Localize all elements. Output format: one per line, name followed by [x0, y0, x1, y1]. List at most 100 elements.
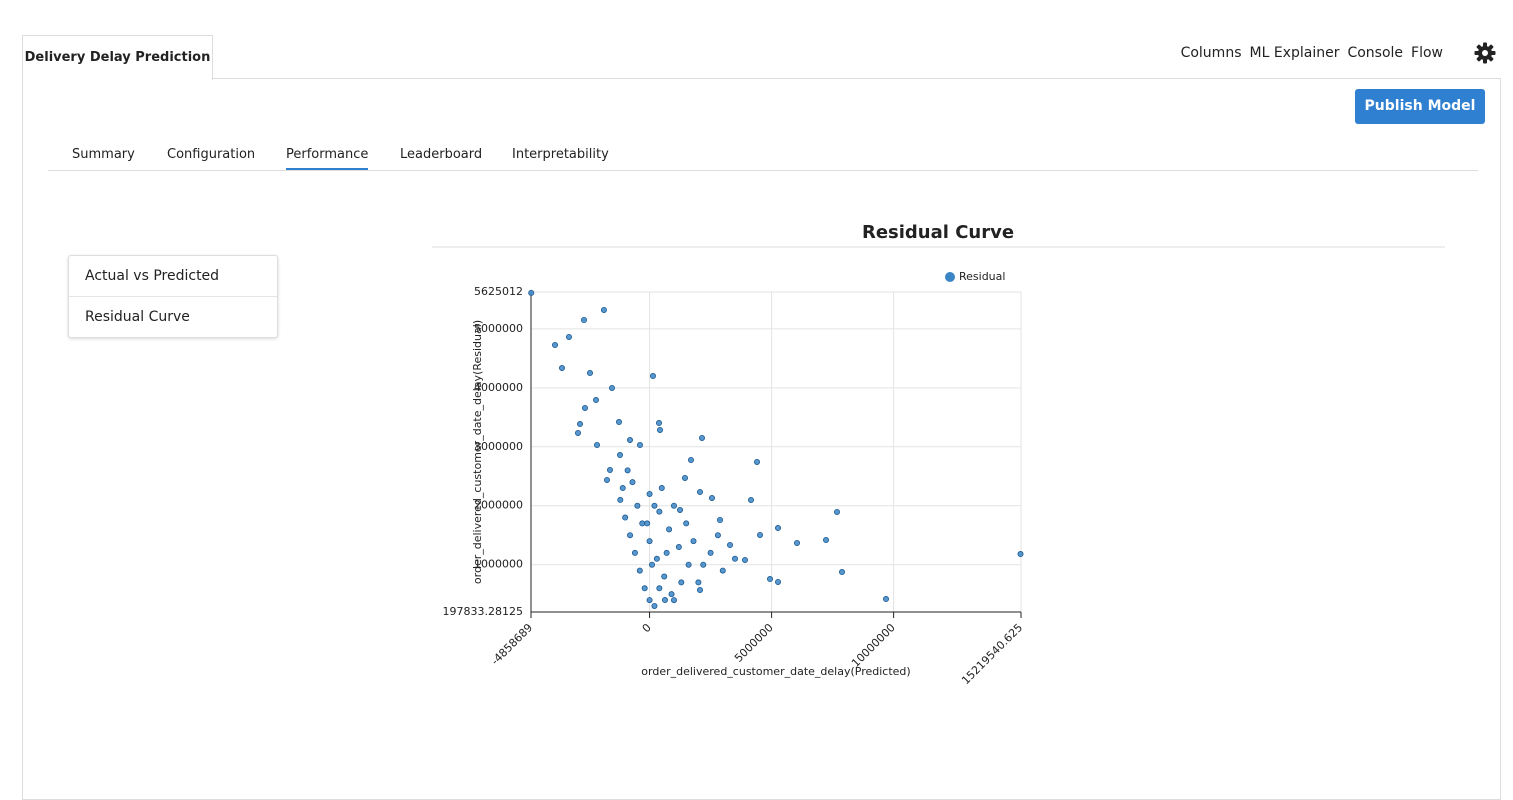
- point: [666, 526, 673, 533]
- menu-item[interactable]: Residual Curve: [69, 296, 277, 337]
- point: [668, 591, 675, 598]
- x-axis-label: order_delivered_customer_date_delay(Pred…: [641, 665, 910, 678]
- point: [683, 520, 690, 527]
- tab[interactable]: Leaderboard: [400, 147, 483, 162]
- tab[interactable]: Configuration: [167, 147, 256, 162]
- point: [708, 494, 715, 501]
- point: [651, 602, 658, 609]
- point: [634, 502, 641, 509]
- point: [627, 532, 634, 539]
- point: [576, 421, 583, 428]
- point: [834, 508, 841, 515]
- point: [700, 561, 707, 568]
- point: [695, 579, 702, 586]
- point: [639, 520, 646, 527]
- point: [608, 384, 615, 391]
- point: [636, 442, 643, 449]
- point: [707, 549, 714, 556]
- point: [714, 532, 721, 539]
- point: [629, 479, 636, 486]
- point: [606, 467, 613, 474]
- point: [616, 452, 623, 459]
- point: [528, 289, 535, 296]
- point: [565, 333, 572, 340]
- point: [696, 586, 703, 593]
- point: [552, 342, 559, 349]
- nav-link[interactable]: Console: [1347, 45, 1404, 61]
- nav-link[interactable]: Columns: [1180, 45, 1242, 61]
- point: [767, 576, 774, 583]
- y-tick-label: 5625012: [474, 285, 523, 298]
- point: [1017, 551, 1024, 558]
- point: [698, 434, 705, 441]
- nav-link[interactable]: Flow: [1411, 45, 1443, 61]
- point: [644, 520, 651, 527]
- chart: Residual Curve 197833.28125 1000000 200000…: [432, 222, 1445, 687]
- settings-icon[interactable]: [1474, 42, 1496, 64]
- point: [653, 555, 660, 562]
- point: [603, 476, 610, 483]
- point: [775, 578, 782, 585]
- nav-link[interactable]: ML Explainer: [1249, 45, 1340, 61]
- point: [649, 561, 656, 568]
- point: [646, 490, 653, 497]
- x-tick-label: 10000000: [849, 621, 898, 670]
- point: [661, 573, 668, 580]
- point: [794, 540, 801, 547]
- point: [696, 489, 703, 496]
- point: [670, 597, 677, 604]
- point: [656, 426, 663, 433]
- tab[interactable]: Interpretability: [512, 147, 609, 162]
- point: [624, 467, 631, 474]
- point: [655, 420, 662, 427]
- x-tick-label: 5000000: [732, 621, 776, 665]
- point: [717, 517, 724, 524]
- point: [681, 474, 688, 481]
- point: [619, 485, 626, 492]
- tab-bar: Summary Configuration Performance Leader…: [48, 147, 1478, 171]
- top-nav: Columns ML Explainer Console Flow: [1181, 45, 1443, 61]
- point: [823, 536, 830, 543]
- point: [587, 370, 594, 377]
- point: [839, 569, 846, 576]
- point: [558, 365, 565, 372]
- y-tick-label: 197833.28125: [443, 605, 523, 618]
- point: [622, 514, 629, 521]
- y-tick-label: 1000000: [474, 558, 523, 571]
- page: Delivery Delay Prediction Columns ML Exp…: [22, 35, 1501, 800]
- point: [731, 555, 738, 562]
- point: [675, 544, 682, 551]
- point: [677, 506, 684, 513]
- menu-item[interactable]: Actual vs Predicted: [85, 268, 220, 284]
- point: [636, 567, 643, 574]
- point: [600, 306, 607, 313]
- tab-active[interactable]: Performance: [286, 147, 369, 170]
- point: [658, 485, 665, 492]
- point: [656, 508, 663, 515]
- point: [631, 549, 638, 556]
- y-axis-label: order_delivered_customer_date_delay(Resi…: [471, 320, 484, 584]
- legend-marker: [945, 272, 955, 282]
- model-tab[interactable]: Delivery Delay Prediction: [22, 35, 213, 80]
- point: [646, 538, 653, 545]
- point: [615, 419, 622, 426]
- y-tick-label: 2000000: [474, 499, 523, 512]
- point: [747, 496, 754, 503]
- point: [687, 456, 694, 463]
- point: [754, 458, 761, 465]
- point: [651, 502, 658, 509]
- point: [593, 397, 600, 404]
- point: [656, 585, 663, 592]
- point: [641, 585, 648, 592]
- point: [883, 596, 890, 603]
- point: [649, 373, 656, 380]
- point: [719, 567, 726, 574]
- publish-button[interactable]: Publish Model: [1355, 89, 1485, 124]
- point: [594, 442, 601, 449]
- point: [678, 579, 685, 586]
- tab[interactable]: Summary: [72, 147, 135, 162]
- point: [757, 531, 764, 538]
- legend-label: Residual: [959, 270, 1005, 283]
- point: [775, 525, 782, 532]
- point: [663, 549, 670, 556]
